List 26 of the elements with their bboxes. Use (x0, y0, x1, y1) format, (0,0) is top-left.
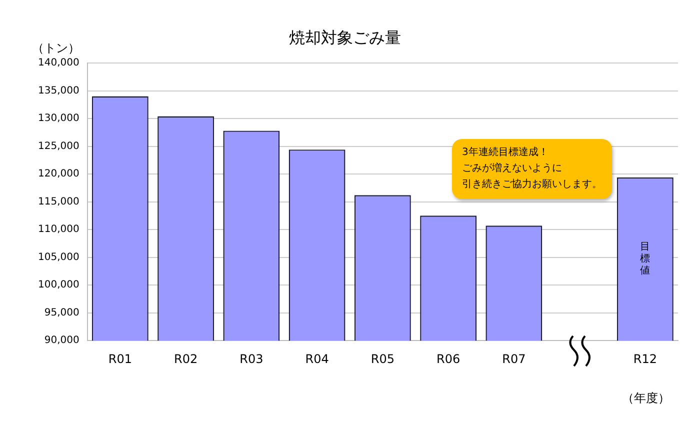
x-tick-label: R12 (633, 352, 657, 366)
y-tick-label: 110,000 (38, 224, 80, 236)
y-tick-label: 130,000 (38, 113, 80, 124)
x-tick-label: R06 (436, 352, 460, 366)
annotation: 引き続きご協力お願いします。 (462, 178, 602, 192)
x-tick-label: R07 (502, 352, 526, 366)
y-tick-label: 140,000 (38, 58, 80, 69)
x-tick-label: R01 (108, 352, 132, 366)
x-axis-title: （年度） (622, 390, 670, 407)
annotation: 目標値 (640, 242, 650, 277)
chart-title: 焼却対象ごみ量 (289, 28, 401, 47)
x-tick-label: R04 (305, 352, 329, 366)
y-tick-label: 125,000 (38, 140, 80, 152)
y-tick-label: 100,000 (38, 280, 80, 291)
y-tick-label: 120,000 (38, 168, 80, 180)
y-tick-label: 95,000 (44, 307, 80, 318)
y-tick-label: 105,000 (38, 252, 80, 263)
y-tick-label: 115,000 (38, 196, 80, 208)
x-tick-label: R02 (174, 352, 198, 366)
x-tick-label: R05 (370, 352, 394, 366)
y-axis-title: （トン） (32, 40, 80, 57)
y-tick-label: 90,000 (44, 335, 80, 346)
annotation: 3年連続目標達成！ (462, 146, 550, 160)
x-tick-label: R03 (240, 352, 264, 366)
annotation: ごみが増えないように (462, 162, 563, 176)
y-tick-label: 135,000 (38, 85, 80, 96)
